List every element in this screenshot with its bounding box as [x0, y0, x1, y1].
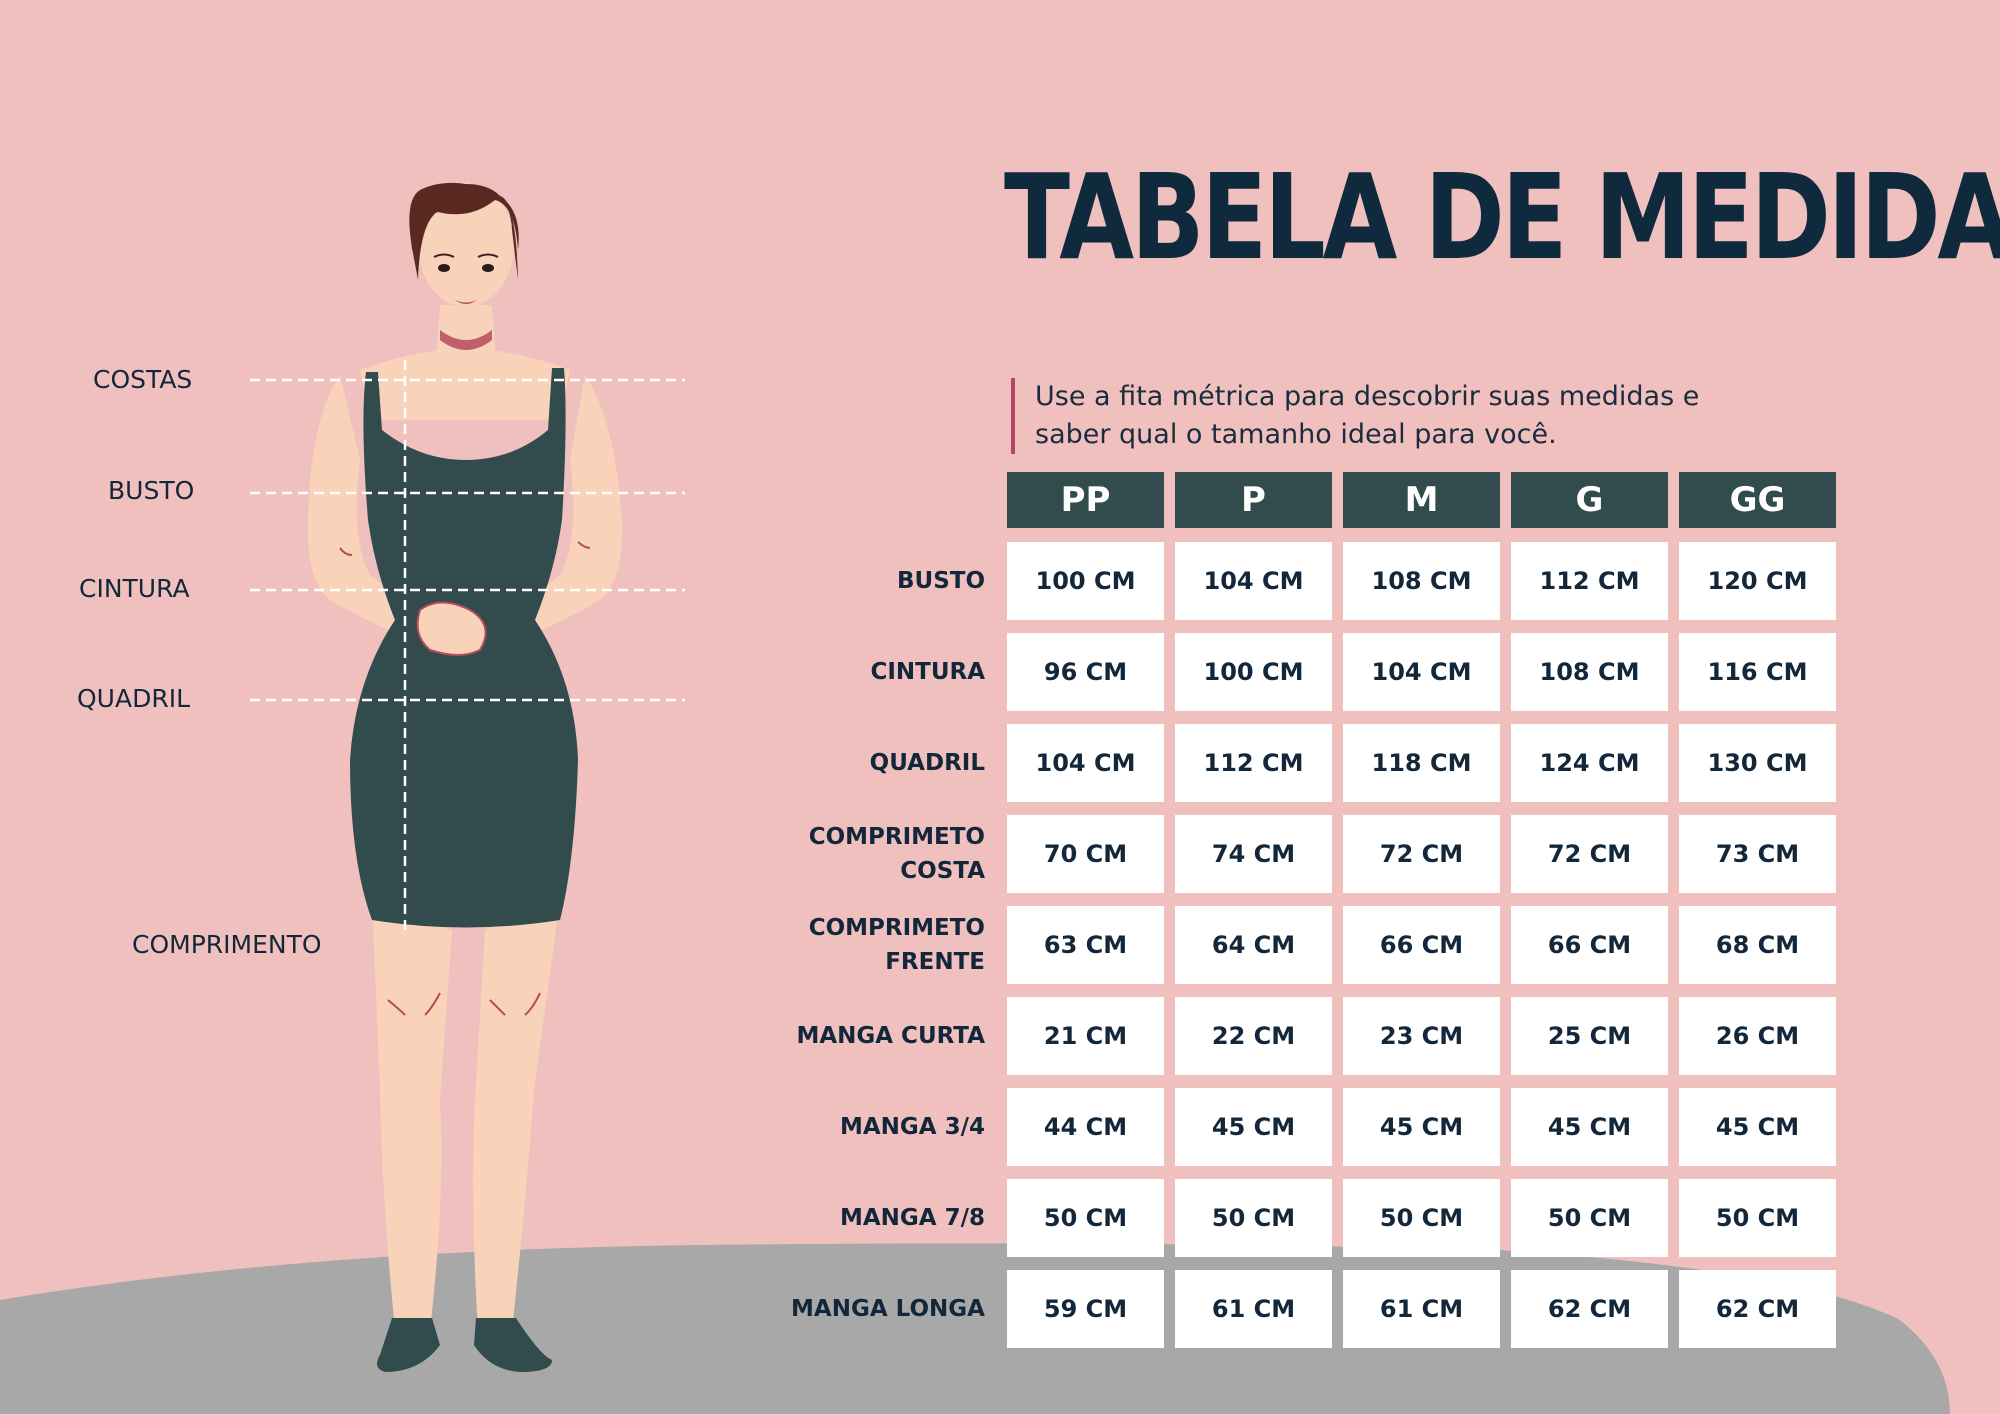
table-cell: 104 CM	[1007, 724, 1164, 802]
row-label-text: QUADRIL	[869, 750, 985, 776]
table-cell: 68 CM	[1679, 906, 1836, 984]
row-label: MANGA 3/4	[625, 1088, 985, 1166]
size-header-gg: GG	[1679, 472, 1836, 528]
label-quadril: QUADRIL	[77, 684, 191, 713]
row-label: MANGA 7/8	[625, 1179, 985, 1257]
table-cell: 74 CM	[1175, 815, 1332, 893]
row-label: MANGA LONGA	[625, 1270, 985, 1348]
table-cell: 25 CM	[1511, 997, 1668, 1075]
table-cell: 26 CM	[1679, 997, 1836, 1075]
table-cell: 50 CM	[1679, 1179, 1836, 1257]
table-cell: 50 CM	[1175, 1179, 1332, 1257]
table-cell: 73 CM	[1679, 815, 1836, 893]
table-cell: 50 CM	[1511, 1179, 1668, 1257]
table-cell: 112 CM	[1175, 724, 1332, 802]
table-cell: 120 CM	[1679, 542, 1836, 620]
label-busto: BUSTO	[108, 476, 195, 505]
size-header-pp: PP	[1007, 472, 1164, 528]
row-label-text: MANGA CURTA	[796, 1023, 985, 1049]
row-label: MANGA CURTA	[625, 997, 985, 1075]
table-cell: 50 CM	[1343, 1179, 1500, 1257]
table-cell: 130 CM	[1679, 724, 1836, 802]
table-cell: 59 CM	[1007, 1270, 1164, 1348]
table-cell: 61 CM	[1175, 1270, 1332, 1348]
table-cell: 45 CM	[1679, 1088, 1836, 1166]
row-label: QUADRIL	[625, 724, 985, 802]
row-label-text: MANGA LONGA	[791, 1296, 985, 1322]
table-cell: 61 CM	[1343, 1270, 1500, 1348]
table-cell: 44 CM	[1007, 1088, 1164, 1166]
table-cell: 72 CM	[1343, 815, 1500, 893]
page-subtitle: Use a fita métrica para descobrir suas m…	[1011, 378, 1731, 454]
row-label: BUSTO	[625, 542, 985, 620]
measurement-lines	[250, 360, 685, 935]
table-cell: 22 CM	[1175, 997, 1332, 1075]
table-cell: 62 CM	[1679, 1270, 1836, 1348]
woman-figure-icon	[307, 182, 623, 1372]
row-label: COMPRIMETO FRENTE	[625, 906, 985, 984]
size-header-p: P	[1175, 472, 1332, 528]
row-label-text: MANGA 3/4	[839, 1114, 985, 1140]
table-cell: 124 CM	[1511, 724, 1668, 802]
table-cell: 100 CM	[1175, 633, 1332, 711]
row-label-text: CINTURA	[870, 659, 985, 685]
row-label-text: COMPRIMETO COSTA	[808, 824, 985, 884]
row-label: COMPRIMETO COSTA	[625, 815, 985, 893]
table-cell: 64 CM	[1175, 906, 1332, 984]
table-cell: 72 CM	[1511, 815, 1668, 893]
label-costas: COSTAS	[93, 365, 193, 394]
table-cell: 45 CM	[1175, 1088, 1332, 1166]
table-cell: 21 CM	[1007, 997, 1164, 1075]
table-cell: 70 CM	[1007, 815, 1164, 893]
table-cell: 45 CM	[1511, 1088, 1668, 1166]
table-cell: 104 CM	[1343, 633, 1500, 711]
table-cell: 100 CM	[1007, 542, 1164, 620]
table-cell: 112 CM	[1511, 542, 1668, 620]
table-cell: 116 CM	[1679, 633, 1836, 711]
size-header-m: M	[1343, 472, 1500, 528]
table-cell: 66 CM	[1343, 906, 1500, 984]
label-cintura: CINTURA	[79, 574, 190, 603]
table-cell: 23 CM	[1343, 997, 1500, 1075]
row-label-text: COMPRIMETO FRENTE	[808, 915, 985, 975]
table-cell: 118 CM	[1343, 724, 1500, 802]
page-title: TABELA DE MEDIDAS	[1004, 148, 2000, 286]
label-comprimento: COMPRIMENTO	[132, 930, 322, 959]
table-cell: 108 CM	[1343, 542, 1500, 620]
size-header-g: G	[1511, 472, 1668, 528]
row-label-text: BUSTO	[896, 568, 985, 594]
table-cell: 50 CM	[1007, 1179, 1164, 1257]
table-cell: 66 CM	[1511, 906, 1668, 984]
table-cell: 104 CM	[1175, 542, 1332, 620]
row-label: CINTURA	[625, 633, 985, 711]
table-cell: 96 CM	[1007, 633, 1164, 711]
table-cell: 108 CM	[1511, 633, 1668, 711]
table-cell: 63 CM	[1007, 906, 1164, 984]
table-cell: 62 CM	[1511, 1270, 1668, 1348]
table-cell: 45 CM	[1343, 1088, 1500, 1166]
row-label-text: MANGA 7/8	[839, 1205, 985, 1231]
